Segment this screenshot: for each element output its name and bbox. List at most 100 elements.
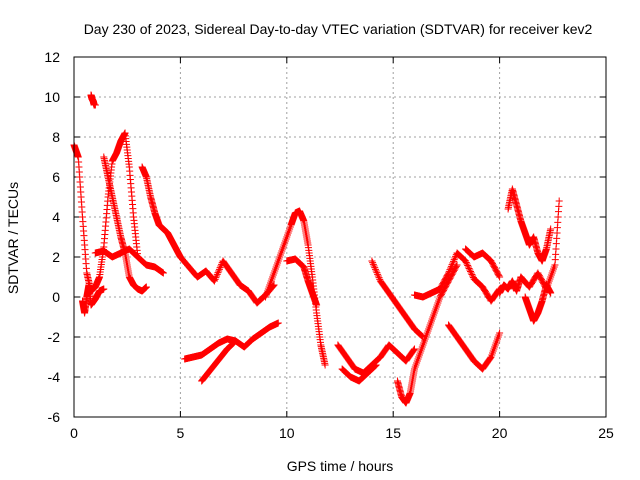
series-trace-a (70, 129, 142, 295)
chart-title: Day 230 of 2023, Sidereal Day-to-day VTE… (84, 21, 593, 37)
data-point (215, 267, 223, 275)
data-point (447, 264, 455, 272)
data-point (373, 269, 381, 277)
data-point (464, 262, 472, 269)
series-trace-m (338, 361, 380, 385)
y-axis-title: SDTVAR / TECUs (5, 182, 21, 294)
data-point (446, 266, 454, 274)
data-point (159, 269, 167, 277)
data-point (210, 277, 218, 285)
series-trace-s (496, 197, 563, 297)
data-point (410, 345, 418, 353)
series-trace-d (91, 245, 167, 277)
x-tick-label: 0 (70, 425, 78, 441)
data-point (466, 266, 474, 274)
data-point (449, 257, 457, 265)
data-point (469, 272, 477, 280)
data-point (374, 272, 382, 280)
data-point (213, 270, 221, 278)
data-point (369, 259, 377, 267)
data-point (462, 257, 470, 265)
data-point (230, 339, 238, 347)
data-point (451, 254, 459, 262)
series-trace-b (87, 91, 99, 109)
series-trace-k (283, 255, 321, 309)
data-point (450, 256, 458, 264)
data-point (496, 273, 504, 281)
data-points (70, 91, 563, 407)
data-point (313, 301, 321, 309)
data-point (142, 283, 150, 291)
data-point (371, 362, 379, 370)
data-point (374, 270, 382, 278)
data-point (372, 267, 380, 275)
grid-lines (74, 57, 606, 417)
data-point (547, 225, 555, 233)
x-tick-label: 10 (279, 425, 295, 441)
y-tick-label: -2 (48, 329, 61, 345)
data-point (212, 274, 220, 282)
data-point (371, 264, 379, 272)
data-point (370, 262, 378, 270)
data-point (211, 275, 219, 283)
series-trace-q (445, 321, 504, 373)
data-point (468, 271, 476, 278)
series-trace-e (100, 153, 150, 295)
series-trace-h (181, 319, 282, 363)
data-point (464, 263, 472, 271)
data-point (372, 361, 380, 369)
data-point (371, 362, 379, 370)
data-point (368, 257, 376, 265)
series-trace-t (504, 185, 555, 265)
x-tick-label: 5 (177, 425, 185, 441)
data-point (448, 261, 456, 269)
series-trace-r (462, 245, 504, 281)
data-point (547, 289, 555, 297)
y-tick-label: 10 (44, 89, 60, 105)
data-point (465, 265, 473, 272)
data-point (447, 262, 455, 270)
data-point (463, 260, 471, 268)
x-tick-label: 25 (598, 425, 614, 441)
data-point (371, 265, 379, 273)
y-tick-label: 8 (52, 129, 60, 145)
y-tick-label: -6 (48, 409, 61, 425)
data-point (486, 354, 494, 362)
data-point (444, 270, 452, 278)
y-tick-label: 0 (52, 289, 60, 305)
data-point (321, 361, 329, 369)
data-point (445, 267, 453, 275)
data-point (215, 265, 223, 273)
series-trace-u (521, 281, 555, 325)
data-point (274, 319, 282, 327)
data-point (375, 274, 383, 282)
y-tick-label: 6 (52, 169, 60, 185)
data-point (449, 259, 457, 267)
series-trace-i (198, 339, 238, 385)
data-point (410, 346, 418, 354)
data-point (418, 332, 426, 340)
series-trace-p (410, 249, 504, 305)
series-trace-o (393, 261, 461, 407)
y-tick-label: -4 (48, 369, 61, 385)
data-point (100, 285, 108, 293)
series-trace-c (79, 281, 108, 317)
data-point (369, 260, 377, 268)
data-point (555, 197, 563, 205)
data-point (467, 268, 475, 275)
data-point (91, 101, 99, 109)
data-point (495, 272, 503, 280)
series-trace-f (138, 163, 184, 261)
data-point (213, 272, 221, 280)
x-tick-label: 15 (385, 425, 401, 441)
plot-frame (73, 56, 607, 418)
series-trace-g (176, 253, 278, 307)
x-axis-title: GPS time / hours (287, 458, 394, 474)
y-tick-label: 4 (52, 209, 60, 225)
data-point (462, 259, 470, 266)
data-point (467, 269, 475, 277)
data-point (216, 264, 224, 272)
y-tick-label: 2 (52, 249, 60, 265)
data-point (496, 329, 504, 337)
